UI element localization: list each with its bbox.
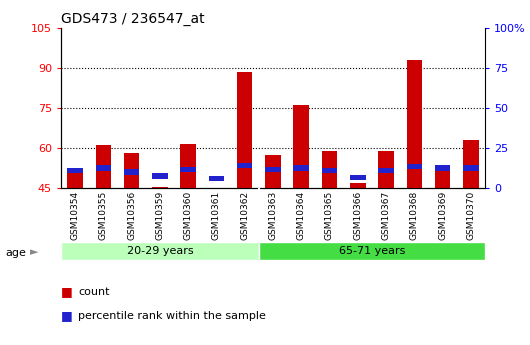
Bar [124, 153, 139, 188]
Bar [95, 145, 111, 188]
Bar [95, 165, 111, 171]
Text: GSM10359: GSM10359 [155, 191, 164, 240]
Bar [322, 150, 337, 188]
Bar [259, 241, 485, 260]
Text: ■: ■ [61, 285, 73, 298]
Text: 20-29 years: 20-29 years [127, 246, 193, 256]
Bar [61, 241, 259, 260]
Text: GDS473 / 236547_at: GDS473 / 236547_at [61, 12, 205, 26]
Bar [237, 162, 252, 168]
Text: GSM10365: GSM10365 [325, 191, 334, 240]
Bar [265, 155, 281, 188]
Bar [378, 150, 394, 188]
Bar [350, 175, 366, 180]
Text: GSM10360: GSM10360 [184, 191, 192, 240]
Bar [180, 144, 196, 188]
Bar [237, 72, 252, 188]
Text: GSM10368: GSM10368 [410, 191, 419, 240]
Bar [463, 140, 479, 188]
Bar [265, 167, 281, 172]
Text: GSM10363: GSM10363 [269, 191, 277, 240]
Bar [67, 168, 83, 173]
Bar [463, 165, 479, 171]
Text: GSM10369: GSM10369 [438, 191, 447, 240]
Text: GSM10364: GSM10364 [297, 191, 306, 240]
Bar [152, 173, 167, 179]
Text: percentile rank within the sample: percentile rank within the sample [78, 311, 266, 321]
Bar [435, 165, 450, 171]
Text: GSM10362: GSM10362 [240, 191, 249, 240]
Bar [407, 164, 422, 169]
Text: GSM10367: GSM10367 [382, 191, 391, 240]
Text: GSM10356: GSM10356 [127, 191, 136, 240]
Text: GSM10361: GSM10361 [212, 191, 221, 240]
Text: GSM10354: GSM10354 [70, 191, 80, 240]
Bar [152, 187, 167, 188]
Bar [378, 168, 394, 173]
Bar [124, 169, 139, 175]
Text: GSM10355: GSM10355 [99, 191, 108, 240]
Bar [407, 60, 422, 188]
Text: ■: ■ [61, 309, 73, 322]
Bar [180, 167, 196, 172]
Text: 65-71 years: 65-71 years [339, 246, 405, 256]
Text: age: age [5, 248, 26, 257]
Bar [67, 171, 83, 188]
Text: GSM10366: GSM10366 [354, 191, 362, 240]
Bar [294, 105, 309, 188]
Bar [435, 171, 450, 188]
Text: count: count [78, 287, 110, 296]
Bar [350, 183, 366, 188]
Text: GSM10370: GSM10370 [466, 191, 475, 240]
Bar [322, 168, 337, 173]
Bar [209, 176, 224, 181]
Bar [294, 165, 309, 171]
Text: ►: ► [30, 248, 39, 257]
